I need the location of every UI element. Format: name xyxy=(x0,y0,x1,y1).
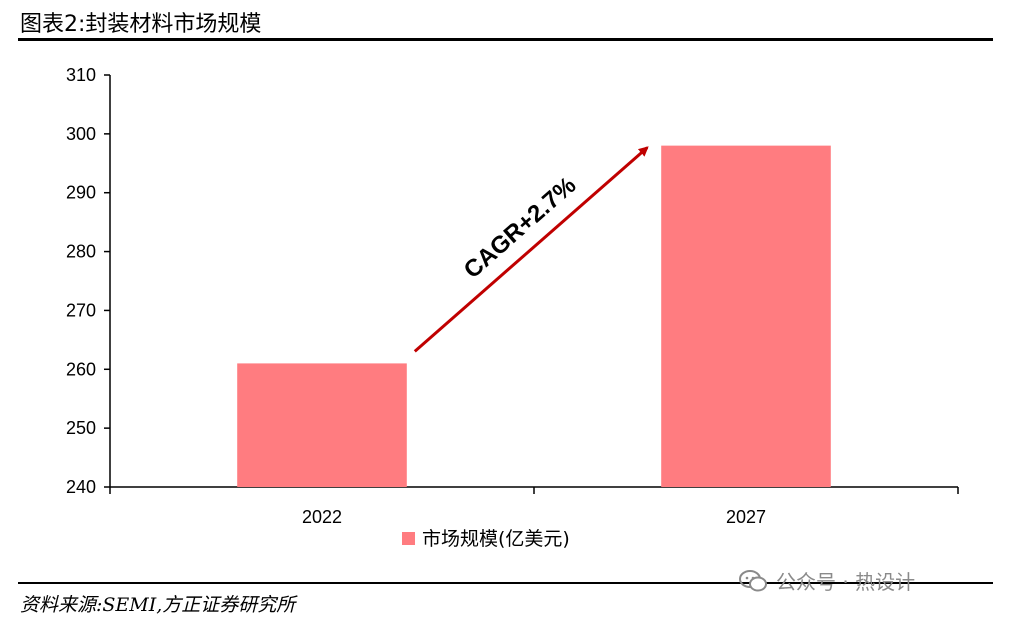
cagr-annotation: CAGR+2.7% xyxy=(413,146,649,353)
cagr-arrow xyxy=(413,146,649,353)
bar-2027 xyxy=(661,145,831,487)
y-tick-label: 300 xyxy=(66,124,96,144)
title-rule xyxy=(18,38,993,41)
x-tick-label: 2022 xyxy=(302,507,342,527)
x-tick-label: 2027 xyxy=(726,507,766,527)
y-tick-label: 290 xyxy=(66,183,96,203)
x-axis: 2022 2027 xyxy=(109,486,959,527)
legend-swatch xyxy=(402,532,415,545)
y-tick-label: 250 xyxy=(66,418,96,438)
watermark: 公众号 · 热设计 xyxy=(738,566,915,595)
bar-2022 xyxy=(237,363,407,487)
y-tick-label: 270 xyxy=(66,300,96,320)
y-tick-label: 240 xyxy=(66,477,96,497)
legend-label: 市场规模(亿美元) xyxy=(422,528,570,550)
watermark-text: 公众号 · 热设计 xyxy=(776,570,916,594)
y-axis: 240 250 260 270 280 290 300 310 xyxy=(66,65,111,497)
bars xyxy=(237,145,831,487)
bar-chart: 240 250 260 270 280 290 300 310 2022 2027 CAGR+2… xyxy=(66,65,959,550)
source-note: 资料来源:SEMI,方正证券研究所 xyxy=(20,594,296,616)
figure-title: 图表2:封装材料市场规模 xyxy=(20,12,262,37)
cagr-label: CAGR+2.7% xyxy=(459,172,582,284)
y-tick-label: 260 xyxy=(66,359,96,379)
y-tick-label: 280 xyxy=(66,242,96,262)
y-tick-label: 310 xyxy=(66,65,96,85)
footer-rule xyxy=(18,582,993,584)
legend: 市场规模(亿美元) xyxy=(402,528,570,550)
wechat-icon xyxy=(739,569,767,591)
